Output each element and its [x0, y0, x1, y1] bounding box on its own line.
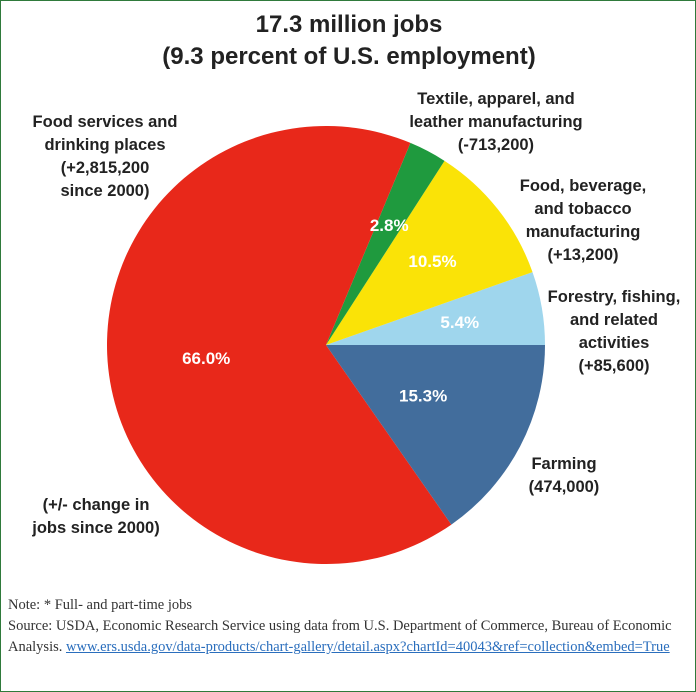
pie-slice	[107, 125, 452, 564]
pie-slices	[107, 125, 545, 564]
slice-annotation: Food, beverage, and tobacco manufacturing (…	[520, 177, 647, 264]
slice-annotation: Textile, apparel, and leather manufacturi…	[409, 90, 582, 154]
pie-slice	[326, 345, 545, 525]
slice-annotation: Food services and drinking places (+2,815,…	[33, 113, 178, 200]
pie-chart: 17.3 million jobs (9.3 percent of U.S. em…	[31, 11, 680, 564]
chart-title-text-line: 17.3 million jobs	[256, 11, 443, 38]
slice-annotation-line: Farming	[531, 455, 596, 473]
change-legend-note-line: jobs since 2000)	[31, 519, 159, 537]
slice-annotation-line: (474,000)	[529, 478, 600, 496]
chart-notes: Note: * Full- and part-time jobs Source:…	[8, 595, 692, 658]
chart-title-text: 17.3 million jobs (9.3 percent of U.S. em…	[162, 11, 535, 70]
slice-annotation-line: Forestry, fishing,	[548, 288, 681, 306]
slice-annotation-line: drinking places	[44, 136, 165, 154]
slice-annotation-line: Food, beverage,	[520, 177, 647, 195]
source-link[interactable]: www.ers.usda.gov/data-products/chart-gal…	[66, 639, 670, 655]
slice-annotation-line: since 2000)	[61, 182, 150, 200]
note-text: Note: * Full- and part-time jobs	[8, 597, 193, 613]
slice-annotation-line: Food services and	[33, 113, 178, 131]
change-legend-note: (+/- change in jobs since 2000)	[31, 496, 159, 537]
slice-annotation-line: activities	[579, 334, 650, 352]
source-text: Source: USDA, Economic Research Service …	[8, 616, 692, 658]
slice-percent-label: 10.5%	[408, 252, 456, 271]
slice-annotation-line: manufacturing	[526, 223, 641, 241]
slice-annotation-line: and related	[570, 311, 658, 329]
slice-percent-label: 15.3%	[399, 387, 447, 406]
slice-annotation-line: (-713,200)	[458, 136, 534, 154]
slice-annotation-line: (+85,600)	[578, 357, 649, 375]
slice-annotation: Farming (474,000)	[529, 455, 600, 496]
chart-title: 17.3 million jobs (9.3 percent of U.S. em…	[162, 11, 535, 70]
slice-annotation-line: Textile, apparel, and	[417, 90, 574, 108]
source-label: Source: USDA, Economic Research Service …	[8, 618, 672, 655]
slice-annotation: Forestry, fishing, and related activities (…	[548, 288, 681, 375]
slice-percent-label: 5.4%	[440, 313, 479, 332]
slice-annotation-line: (+2,815,200	[61, 159, 150, 177]
chart-title-text-line: (9.3 percent of U.S. employment)	[162, 43, 535, 70]
slice-annotation-line: and tobacco	[534, 200, 631, 218]
pie-slice	[326, 272, 545, 345]
slice-percent-label: 2.8%	[370, 216, 409, 235]
pie-slice	[326, 142, 445, 345]
slice-annotation-line: leather manufacturing	[409, 113, 582, 131]
slice-percent-labels: 5.4% 10.5% 2.8% 66.0% 15.3%	[182, 216, 479, 406]
slice-annotations: Food services and drinking places (+2,815,…	[31, 90, 680, 537]
slice-percent-label: 66.0%	[182, 349, 230, 368]
slice-annotation-line: (+13,200)	[547, 246, 618, 264]
change-legend-note-line: (+/- change in	[43, 496, 150, 514]
pie-slice	[326, 160, 533, 345]
